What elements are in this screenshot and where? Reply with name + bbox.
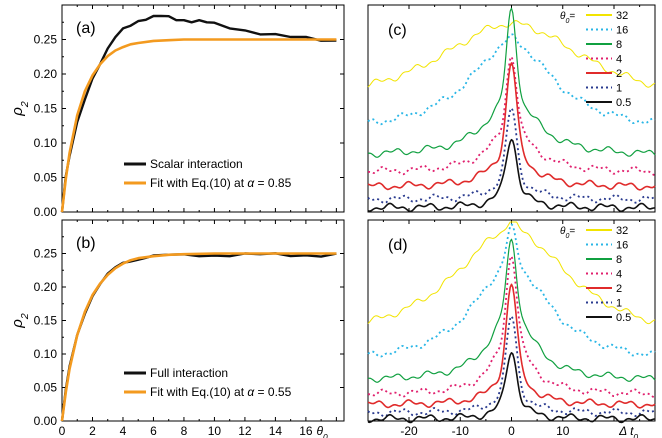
legend-label: 1 xyxy=(616,83,622,95)
legend-label-prefix: Fit with Eq.(10) at xyxy=(150,176,247,190)
y-tick-label: 0.25 xyxy=(34,33,58,47)
legend-title-end: = xyxy=(569,226,575,237)
plot-frame xyxy=(367,219,656,422)
y-axis-label-main: ρ xyxy=(9,107,26,117)
y-tick-label: 0.15 xyxy=(34,314,58,328)
series-line-2 xyxy=(367,283,656,409)
x-axis-label: Δ t0 xyxy=(618,424,638,438)
legend-label: 4 xyxy=(616,269,622,281)
y-tick-label: 0.20 xyxy=(34,67,58,81)
y-axis-label: ρ2 xyxy=(9,313,31,329)
panel-a: 0.00 0.05 0.10 0.15 0.20 0.25 ρ2 (a) Scalar inte… xyxy=(9,4,345,219)
y-axis-label-sub: 2 xyxy=(19,101,31,108)
panel-b: 0.000.050.100.150.200.250 2 4 6 8 10 12 14 16 θ0ρ… xyxy=(9,219,345,438)
x-tick-label: 0 xyxy=(59,424,66,438)
legend-label-param: α xyxy=(247,385,255,399)
series-line-2 xyxy=(367,62,656,191)
y-tick-label: 0.00 xyxy=(34,205,58,219)
legend-title-main: θ xyxy=(560,11,566,22)
x-tick-label: 10 xyxy=(208,424,222,438)
x-tick-label: 10 xyxy=(556,424,570,438)
series-line xyxy=(60,252,337,422)
legend-label: Full interaction xyxy=(150,366,228,380)
x-tick-label: 0 xyxy=(508,424,515,438)
legend-label-value: = 0.85 xyxy=(254,176,291,190)
series-line-32 xyxy=(367,221,656,325)
y-tick-label: 0.05 xyxy=(34,381,58,395)
x-tick-label: 6 xyxy=(150,424,157,438)
legend-label: 0.5 xyxy=(616,312,631,324)
x-axis-label-main: Δ t xyxy=(618,424,634,438)
y-tick-label: 0.00 xyxy=(34,414,58,428)
legend-title-sub: 0 xyxy=(565,18,569,25)
legend-label: 16 xyxy=(616,240,628,252)
legend-label: Fit with Eq.(10) at α = 0.85 xyxy=(150,176,292,190)
legend-label: 2 xyxy=(616,68,622,80)
legend-label-value: = 0.55 xyxy=(254,385,291,399)
legend-label: 32 xyxy=(616,225,628,237)
legend-label: 32 xyxy=(616,10,628,22)
legend-label: 8 xyxy=(616,254,622,266)
legend-label-prefix: Fit with Eq.(10) at xyxy=(150,385,247,399)
series-line-16 xyxy=(367,33,656,126)
x-tick-label: -10 xyxy=(452,424,470,438)
y-axis-label-sub: 2 xyxy=(19,313,31,320)
y-tick-label: 0.05 xyxy=(34,171,58,185)
panel-label: (c) xyxy=(388,22,407,39)
legend-label: 1 xyxy=(616,298,622,310)
y-tick-label: 0.15 xyxy=(34,102,58,116)
legend-label: 4 xyxy=(616,54,622,66)
panel-label: (a) xyxy=(76,20,96,37)
series-line-4 xyxy=(367,55,656,176)
legend-label: 16 xyxy=(616,25,628,37)
legend-title-sub: 0 xyxy=(565,233,569,240)
series-line-0.5 xyxy=(367,352,656,424)
panel-label: (d) xyxy=(388,237,408,254)
x-tick-label: 2 xyxy=(89,424,96,438)
x-axis-label: θ0 xyxy=(316,424,328,438)
series-line-1 xyxy=(367,107,656,204)
series-line-0.5 xyxy=(367,138,656,213)
x-tick-label: 4 xyxy=(120,424,127,438)
panel-label: (b) xyxy=(76,235,96,252)
plot-frame xyxy=(367,4,656,213)
x-tick-label: 8 xyxy=(181,424,188,438)
x-axis-label-main: θ xyxy=(316,424,323,438)
x-axis-label-sub: 0 xyxy=(323,432,328,438)
x-tick-label: 14 xyxy=(269,424,283,438)
y-tick-label: 0.10 xyxy=(34,136,58,150)
y-tick-label: 0.20 xyxy=(34,280,58,294)
legend-label: Fit with Eq.(10) at α = 0.55 xyxy=(150,385,292,399)
legend-label: Scalar interaction xyxy=(150,157,243,171)
series-line-8 xyxy=(367,7,656,158)
legend-label: 0.5 xyxy=(616,97,631,109)
y-tick-label: 0.10 xyxy=(34,347,58,361)
series-line xyxy=(60,14,337,213)
panel-c: (c) θ0= 32 16 8 4 2 1 0.5 xyxy=(367,4,656,213)
legend-title-end: = xyxy=(569,11,575,22)
series-line-32 xyxy=(367,20,656,88)
series-line xyxy=(60,38,337,213)
series-line-4 xyxy=(367,255,656,399)
legend-title: θ0= xyxy=(560,11,575,25)
y-axis-label: ρ2 xyxy=(9,101,31,117)
y-tick-label: 0.25 xyxy=(34,247,58,261)
series-line-1 xyxy=(367,315,656,418)
x-tick-label: -20 xyxy=(400,424,418,438)
series-line-8 xyxy=(367,238,656,383)
x-axis-label-sub: 0 xyxy=(633,432,638,438)
series-line-16 xyxy=(367,223,656,358)
legend-title-main: θ xyxy=(560,226,566,237)
x-tick-label: 16 xyxy=(299,424,313,438)
y-axis-label-main: ρ xyxy=(9,319,26,329)
legend-title: θ0= xyxy=(560,226,575,240)
x-tick-label: 12 xyxy=(238,424,252,438)
legend-label: 2 xyxy=(616,283,622,295)
legend-label: 8 xyxy=(616,39,622,51)
legend-label-param: α xyxy=(247,176,255,190)
